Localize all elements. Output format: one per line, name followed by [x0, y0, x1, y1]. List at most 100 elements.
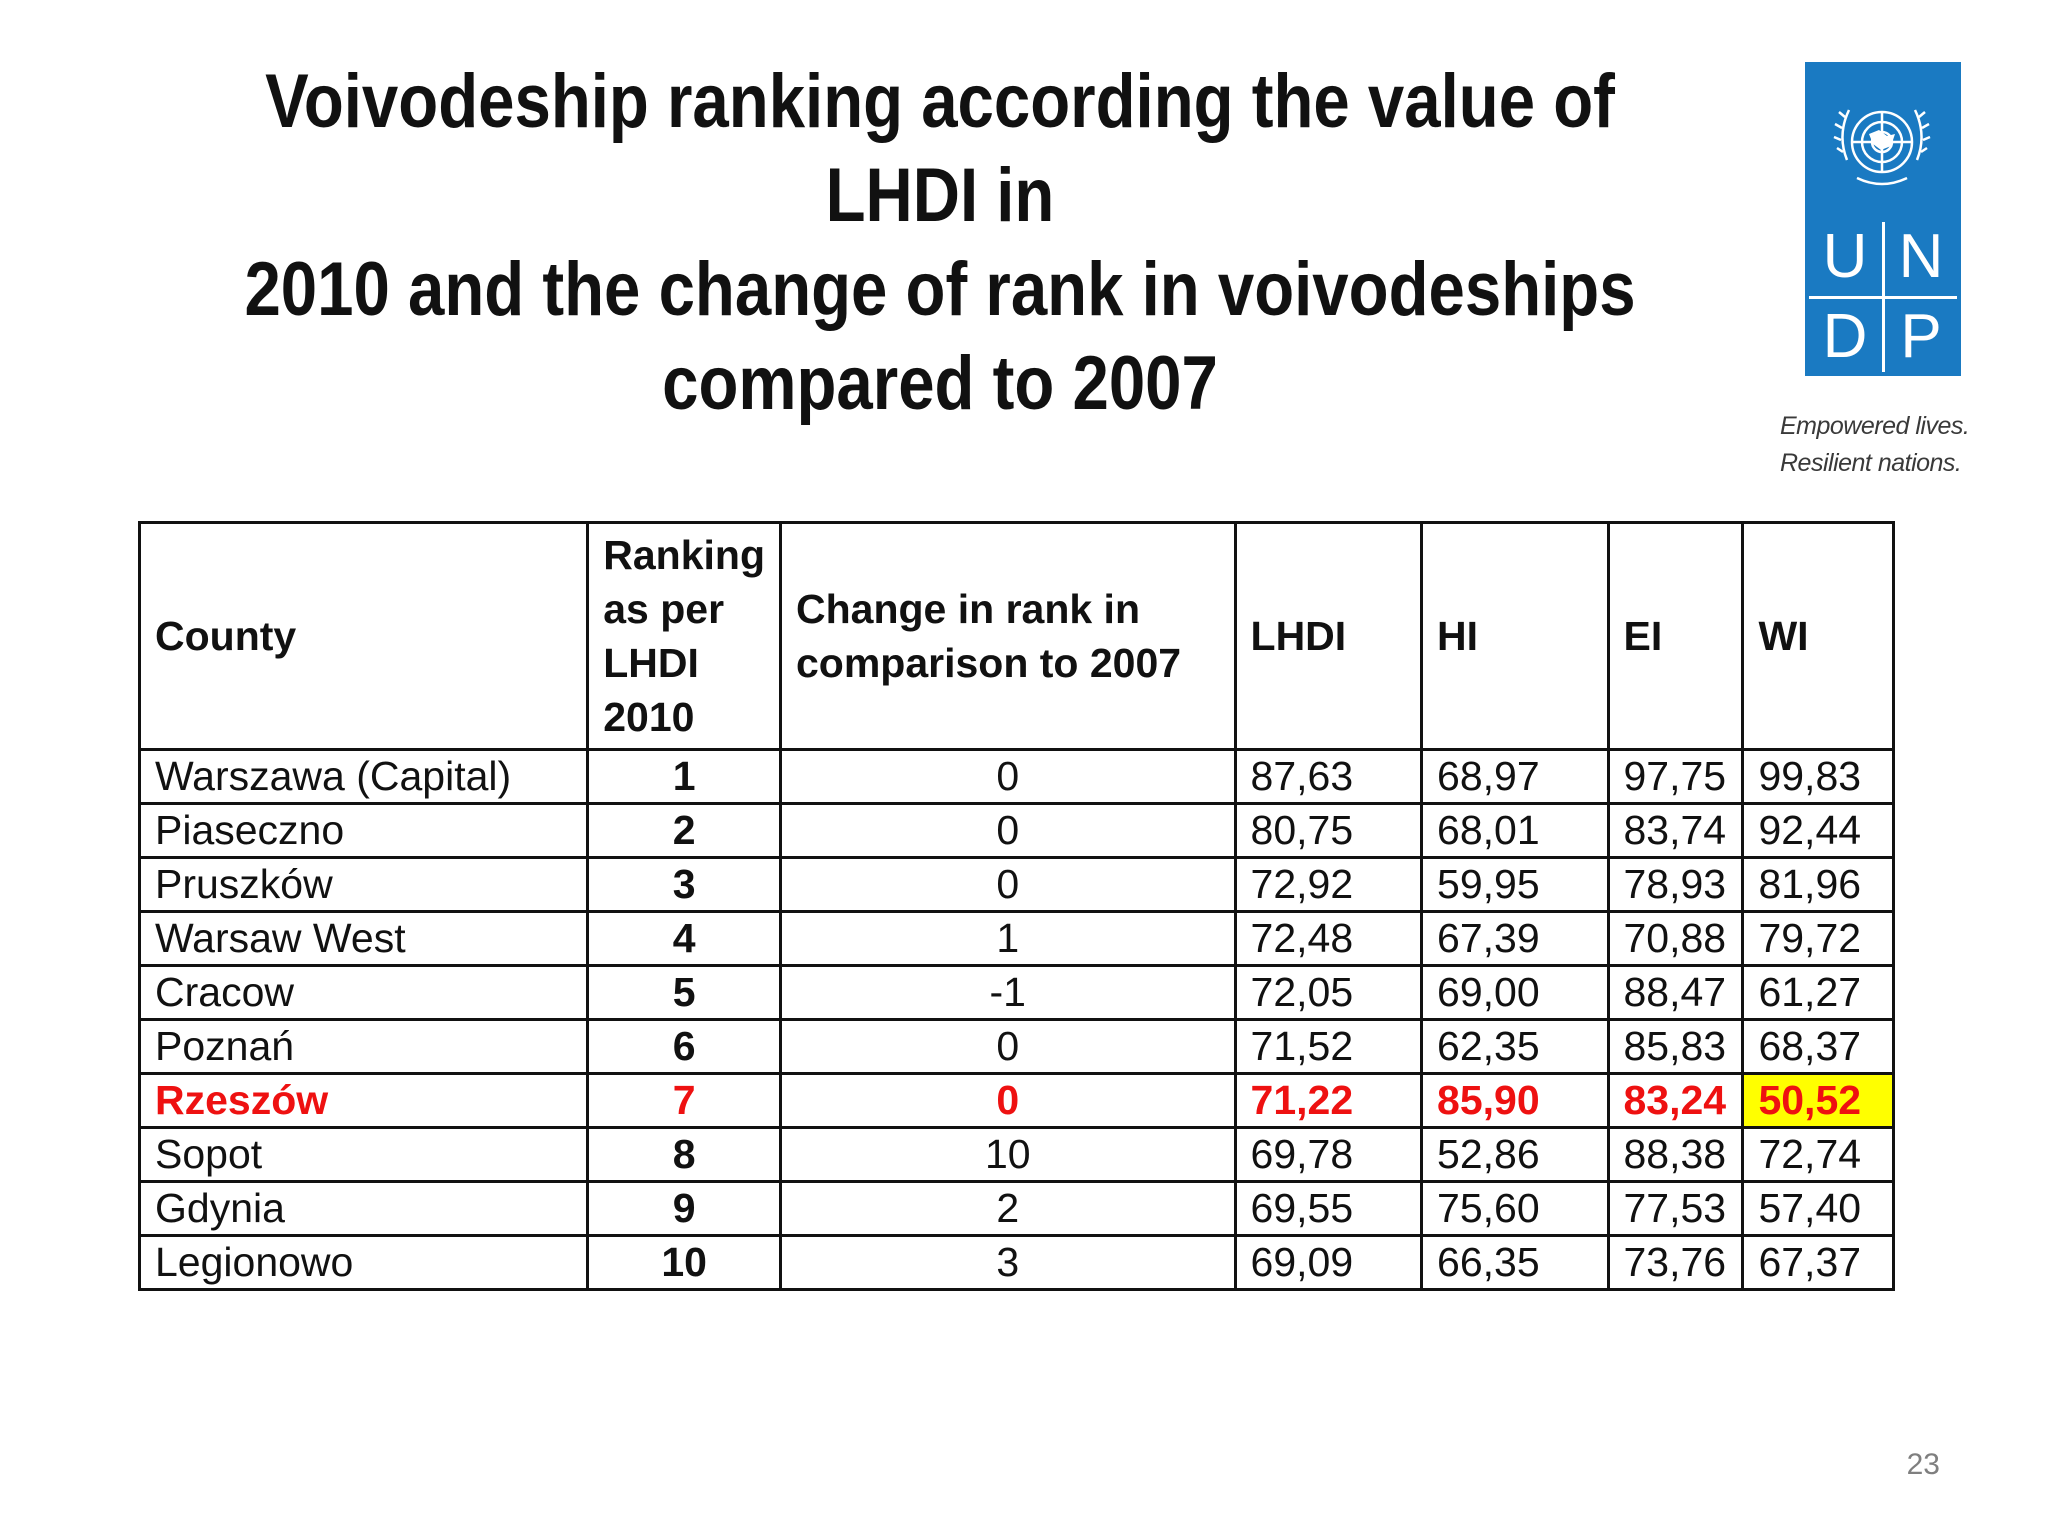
header-ranking-line: 2010: [603, 694, 695, 740]
cell-wi: 99,83: [1741, 748, 1895, 805]
cell-change: 2: [779, 1180, 1237, 1237]
header-ranking-line: as per: [603, 586, 725, 632]
cell-rank: 9: [586, 1180, 782, 1237]
cell-county: Legionowo: [137, 1234, 590, 1291]
cell-ei: 73,76: [1606, 1234, 1745, 1291]
cell-lhdi: 69,78: [1233, 1126, 1424, 1183]
slide-title-line: compared to 2007: [662, 341, 1218, 426]
cell-ei: 97,75: [1606, 748, 1745, 805]
cell-change: 0: [779, 1072, 1237, 1129]
slide-title-line: 2010 and the change of rank in voivodesh…: [244, 247, 1636, 332]
cell-ei: 88,38: [1606, 1126, 1745, 1183]
cell-ei: 85,83: [1606, 1018, 1745, 1075]
cell-ei: 70,88: [1606, 910, 1745, 967]
logo-letter-d: D: [1822, 302, 1868, 371]
cell-lhdi: 69,55: [1233, 1180, 1424, 1237]
cell-rank: 3: [586, 856, 782, 913]
cell-hi: 68,01: [1420, 802, 1610, 859]
cell-county: Piaseczno: [137, 802, 590, 859]
table-row: Cracow 5 -1 72,05 69,00 88,47 61,27: [137, 964, 1895, 1021]
cell-rank: 2: [586, 802, 782, 859]
cell-lhdi: 80,75: [1233, 802, 1424, 859]
cell-hi: 52,86: [1420, 1126, 1610, 1183]
cell-rank: 7: [586, 1072, 782, 1129]
cell-change: 10: [779, 1126, 1237, 1183]
cell-county: Gdynia: [137, 1180, 590, 1237]
cell-hi: 85,90: [1420, 1072, 1610, 1129]
table-row: Poznań 6 0 71,52 62,35 85,83 68,37: [137, 1018, 1895, 1075]
cell-hi: 69,00: [1420, 964, 1610, 1021]
table-row: Sopot 8 10 69,78 52,86 88,38 72,74: [137, 1126, 1895, 1183]
cell-hi: 68,97: [1420, 748, 1610, 805]
logo-letters: U N D P: [1805, 218, 1961, 376]
cell-hi: 66,35: [1420, 1234, 1610, 1291]
cell-change: 3: [779, 1234, 1237, 1291]
cell-rank: 6: [586, 1018, 782, 1075]
slide-title: Voivodeship ranking according the value …: [235, 55, 1645, 431]
cell-hi: 67,39: [1420, 910, 1610, 967]
cell-ei: 83,74: [1606, 802, 1745, 859]
cell-rank: 5: [586, 964, 782, 1021]
cell-lhdi: 69,09: [1233, 1234, 1424, 1291]
cell-county: Warszawa (Capital): [137, 748, 590, 805]
cell-wi: 72,74: [1741, 1126, 1895, 1183]
logo-letter-u: U: [1822, 222, 1868, 291]
cell-wi: 61,27: [1741, 964, 1895, 1021]
table-header-row: County Ranking as per LHDI 2010 Change i…: [137, 521, 1895, 751]
cell-county: Rzeszów: [137, 1072, 590, 1129]
lhdi-ranking-table: County Ranking as per LHDI 2010 Change i…: [137, 521, 1895, 1291]
cell-wi: 57,40: [1741, 1180, 1895, 1237]
cell-ei: 88,47: [1606, 964, 1745, 1021]
cell-wi: 81,96: [1741, 856, 1895, 913]
cell-ei: 83,24: [1606, 1072, 1745, 1129]
cell-lhdi: 72,92: [1233, 856, 1424, 913]
cell-hi: 59,95: [1420, 856, 1610, 913]
table-row: Gdynia 9 2 69,55 75,60 77,53 57,40: [137, 1180, 1895, 1237]
cell-county: Cracow: [137, 964, 590, 1021]
header-ei: EI: [1606, 521, 1745, 751]
slide-title-line: Voivodeship ranking according the value …: [265, 59, 1615, 238]
header-change-line: Change in rank in: [796, 586, 1140, 632]
cell-rank: 4: [586, 910, 782, 967]
cell-county: Sopot: [137, 1126, 590, 1183]
table-row: Piaseczno 2 0 80,75 68,01 83,74 92,44: [137, 802, 1895, 859]
un-emblem-icon: [1833, 109, 1931, 186]
table-row: Legionowo 10 3 69,09 66,35 73,76 67,37: [137, 1234, 1895, 1291]
header-lhdi: LHDI: [1233, 521, 1424, 751]
cell-change: 0: [779, 802, 1237, 859]
logo-tagline: Empowered lives. Resilient nations.: [1780, 408, 2000, 482]
cell-lhdi: 72,48: [1233, 910, 1424, 967]
header-change-line: comparison to 2007: [796, 640, 1182, 686]
cell-wi-highlighted: 50,52: [1741, 1072, 1895, 1129]
cell-change: 0: [779, 856, 1237, 913]
table-row: Pruszków 3 0 72,92 59,95 78,93 81,96: [137, 856, 1895, 913]
header-county: County: [137, 521, 590, 751]
header-change: Change in rank in comparison to 2007: [779, 521, 1237, 751]
cell-ei: 78,93: [1606, 856, 1745, 913]
cell-lhdi: 87,63: [1233, 748, 1424, 805]
cell-rank: 1: [586, 748, 782, 805]
cell-county: Poznań: [137, 1018, 590, 1075]
cell-county: Warsaw West: [137, 910, 590, 967]
cell-county: Pruszków: [137, 856, 590, 913]
cell-ei: 77,53: [1606, 1180, 1745, 1237]
cell-change: 0: [779, 748, 1237, 805]
cell-rank: 10: [586, 1234, 782, 1291]
cell-hi: 75,60: [1420, 1180, 1610, 1237]
table-row-highlighted: Rzeszów 7 0 71,22 85,90 83,24 50,52: [137, 1072, 1895, 1129]
cell-wi: 92,44: [1741, 802, 1895, 859]
logo-letter-p: P: [1900, 302, 1942, 371]
table-row: Warsaw West 4 1 72,48 67,39 70,88 79,72: [137, 910, 1895, 967]
logo-letter-n: N: [1898, 222, 1944, 291]
page-number: 23: [1906, 1448, 1940, 1481]
header-ranking-line: LHDI: [603, 640, 699, 686]
header-wi: WI: [1741, 521, 1895, 751]
cell-change: -1: [779, 964, 1237, 1021]
cell-wi: 79,72: [1741, 910, 1895, 967]
cell-wi: 68,37: [1741, 1018, 1895, 1075]
cell-change: 0: [779, 1018, 1237, 1075]
tagline-line: Empowered lives.: [1780, 412, 1970, 440]
header-ranking: Ranking as per LHDI 2010: [586, 521, 782, 751]
cell-wi: 67,37: [1741, 1234, 1895, 1291]
table-row: Warszawa (Capital) 1 0 87,63 68,97 97,75…: [137, 748, 1895, 805]
